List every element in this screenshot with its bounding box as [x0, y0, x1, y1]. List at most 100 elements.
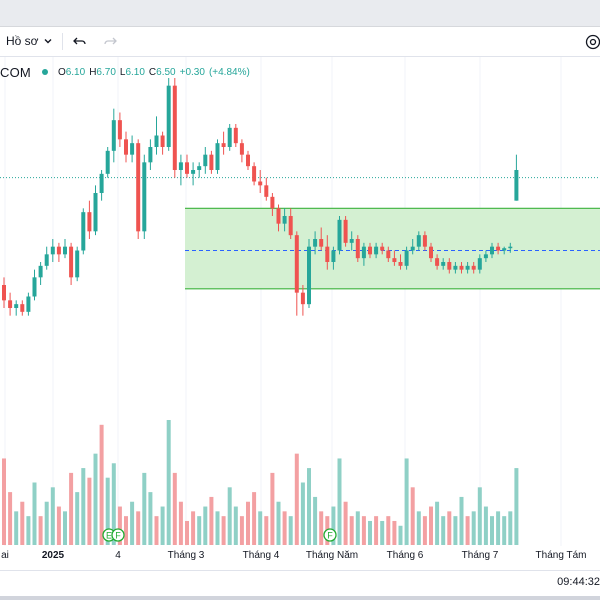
volume-bar — [2, 458, 6, 545]
x-tick-label: ai — [1, 550, 9, 561]
candle-body — [483, 254, 488, 259]
candle-body — [56, 246, 61, 255]
candle-body — [197, 166, 202, 170]
candle-body — [239, 143, 244, 155]
market-status-dot — [41, 69, 48, 75]
volume-bar — [93, 453, 98, 545]
open-value: 6.10 — [65, 66, 86, 78]
range-box-fill — [185, 208, 600, 289]
candle-body — [374, 246, 379, 255]
volume-bar — [239, 516, 244, 545]
volume-bar — [197, 516, 202, 545]
volume-bar — [215, 511, 220, 545]
camera-icon — [585, 34, 600, 50]
volume-bar — [50, 487, 55, 545]
candle-body — [50, 246, 55, 255]
low-value: 6.10 — [125, 66, 145, 78]
volume-bar — [447, 511, 452, 545]
volume-bar — [87, 477, 92, 545]
change-percent: (+4.84%) — [208, 66, 250, 78]
volume-bar — [38, 516, 43, 545]
candle-body — [105, 150, 110, 174]
candle-body — [490, 246, 494, 255]
candle-body — [252, 166, 257, 182]
volume-bar — [392, 520, 397, 545]
volume-bar — [361, 516, 366, 545]
candle-body — [307, 246, 311, 305]
volume-bar — [32, 482, 37, 545]
candle-body — [288, 216, 293, 236]
candle-body — [8, 300, 13, 308]
candle-body — [404, 250, 409, 266]
candle-body — [514, 170, 519, 201]
time-axis[interactable]: ai 2025 4 Tháng 3 Tháng 4 Tháng Năm Thán… — [0, 546, 600, 566]
undo-button[interactable] — [70, 32, 90, 52]
candle-body — [276, 208, 281, 224]
x-tick-label: Tháng Năm — [305, 550, 359, 561]
open-label: O — [57, 66, 66, 78]
snapshot-button[interactable] — [583, 32, 600, 52]
volume-bar — [8, 492, 13, 545]
volume-bar — [69, 472, 74, 545]
candle-body — [325, 246, 330, 262]
volume-bar — [490, 516, 494, 545]
browser-top-strip — [0, 0, 600, 27]
candle-body — [368, 246, 372, 255]
volume-bar — [81, 468, 86, 545]
candle-body — [191, 170, 196, 174]
candle-body — [349, 239, 354, 243]
volume-bar — [56, 506, 61, 545]
volume-bar — [374, 516, 379, 545]
change-value: +0.30 — [179, 66, 205, 78]
candle-body — [453, 265, 458, 270]
candle-body — [26, 296, 31, 312]
volume-bar — [435, 501, 440, 545]
volume-bar — [117, 506, 122, 545]
volume-bar — [282, 511, 287, 545]
x-tick-label: 4 — [115, 550, 121, 561]
candle-body — [282, 216, 287, 224]
volume-bar — [465, 516, 470, 545]
x-tick-label: 2025 — [41, 550, 65, 561]
volume-bar — [288, 516, 293, 545]
volume-bar — [483, 506, 488, 545]
volume-bar — [221, 516, 226, 545]
candle-body — [148, 147, 153, 163]
candle-body — [166, 85, 171, 147]
toolbar-divider — [62, 33, 63, 50]
candle-body — [331, 250, 336, 262]
clock-readout: 09:44:32 — [557, 576, 600, 588]
svg-text:E: E — [106, 531, 112, 541]
volume-bar — [270, 472, 275, 545]
candle-body — [313, 239, 318, 247]
candle-body — [264, 185, 269, 197]
volume-bar — [343, 501, 348, 545]
candle-body — [63, 246, 67, 255]
candle-body — [38, 265, 43, 278]
volume-bar — [75, 492, 80, 545]
candle-body — [178, 162, 183, 170]
candle-body — [14, 304, 19, 308]
volume-bar — [252, 492, 257, 545]
volume-bar — [429, 506, 433, 545]
candle-body — [221, 143, 226, 147]
redo-button[interactable] — [100, 32, 120, 52]
profile-menu-button[interactable]: Hồ sơ — [6, 34, 53, 48]
candle-body — [380, 246, 385, 251]
candle-body — [154, 135, 159, 147]
volume-bar — [148, 492, 153, 545]
volume-bar — [99, 424, 104, 545]
candle-body — [441, 262, 446, 266]
volume-bar — [502, 516, 507, 545]
volume-bar — [313, 496, 318, 545]
volume-bar — [514, 468, 519, 545]
candle-body — [209, 154, 214, 170]
candle-body — [117, 120, 122, 140]
candle-body — [398, 262, 403, 266]
volume-bar — [111, 463, 116, 545]
svg-text:F: F — [115, 531, 121, 541]
volume-bar — [471, 511, 476, 545]
volume-bar — [203, 506, 208, 545]
volume-bar — [477, 487, 482, 545]
